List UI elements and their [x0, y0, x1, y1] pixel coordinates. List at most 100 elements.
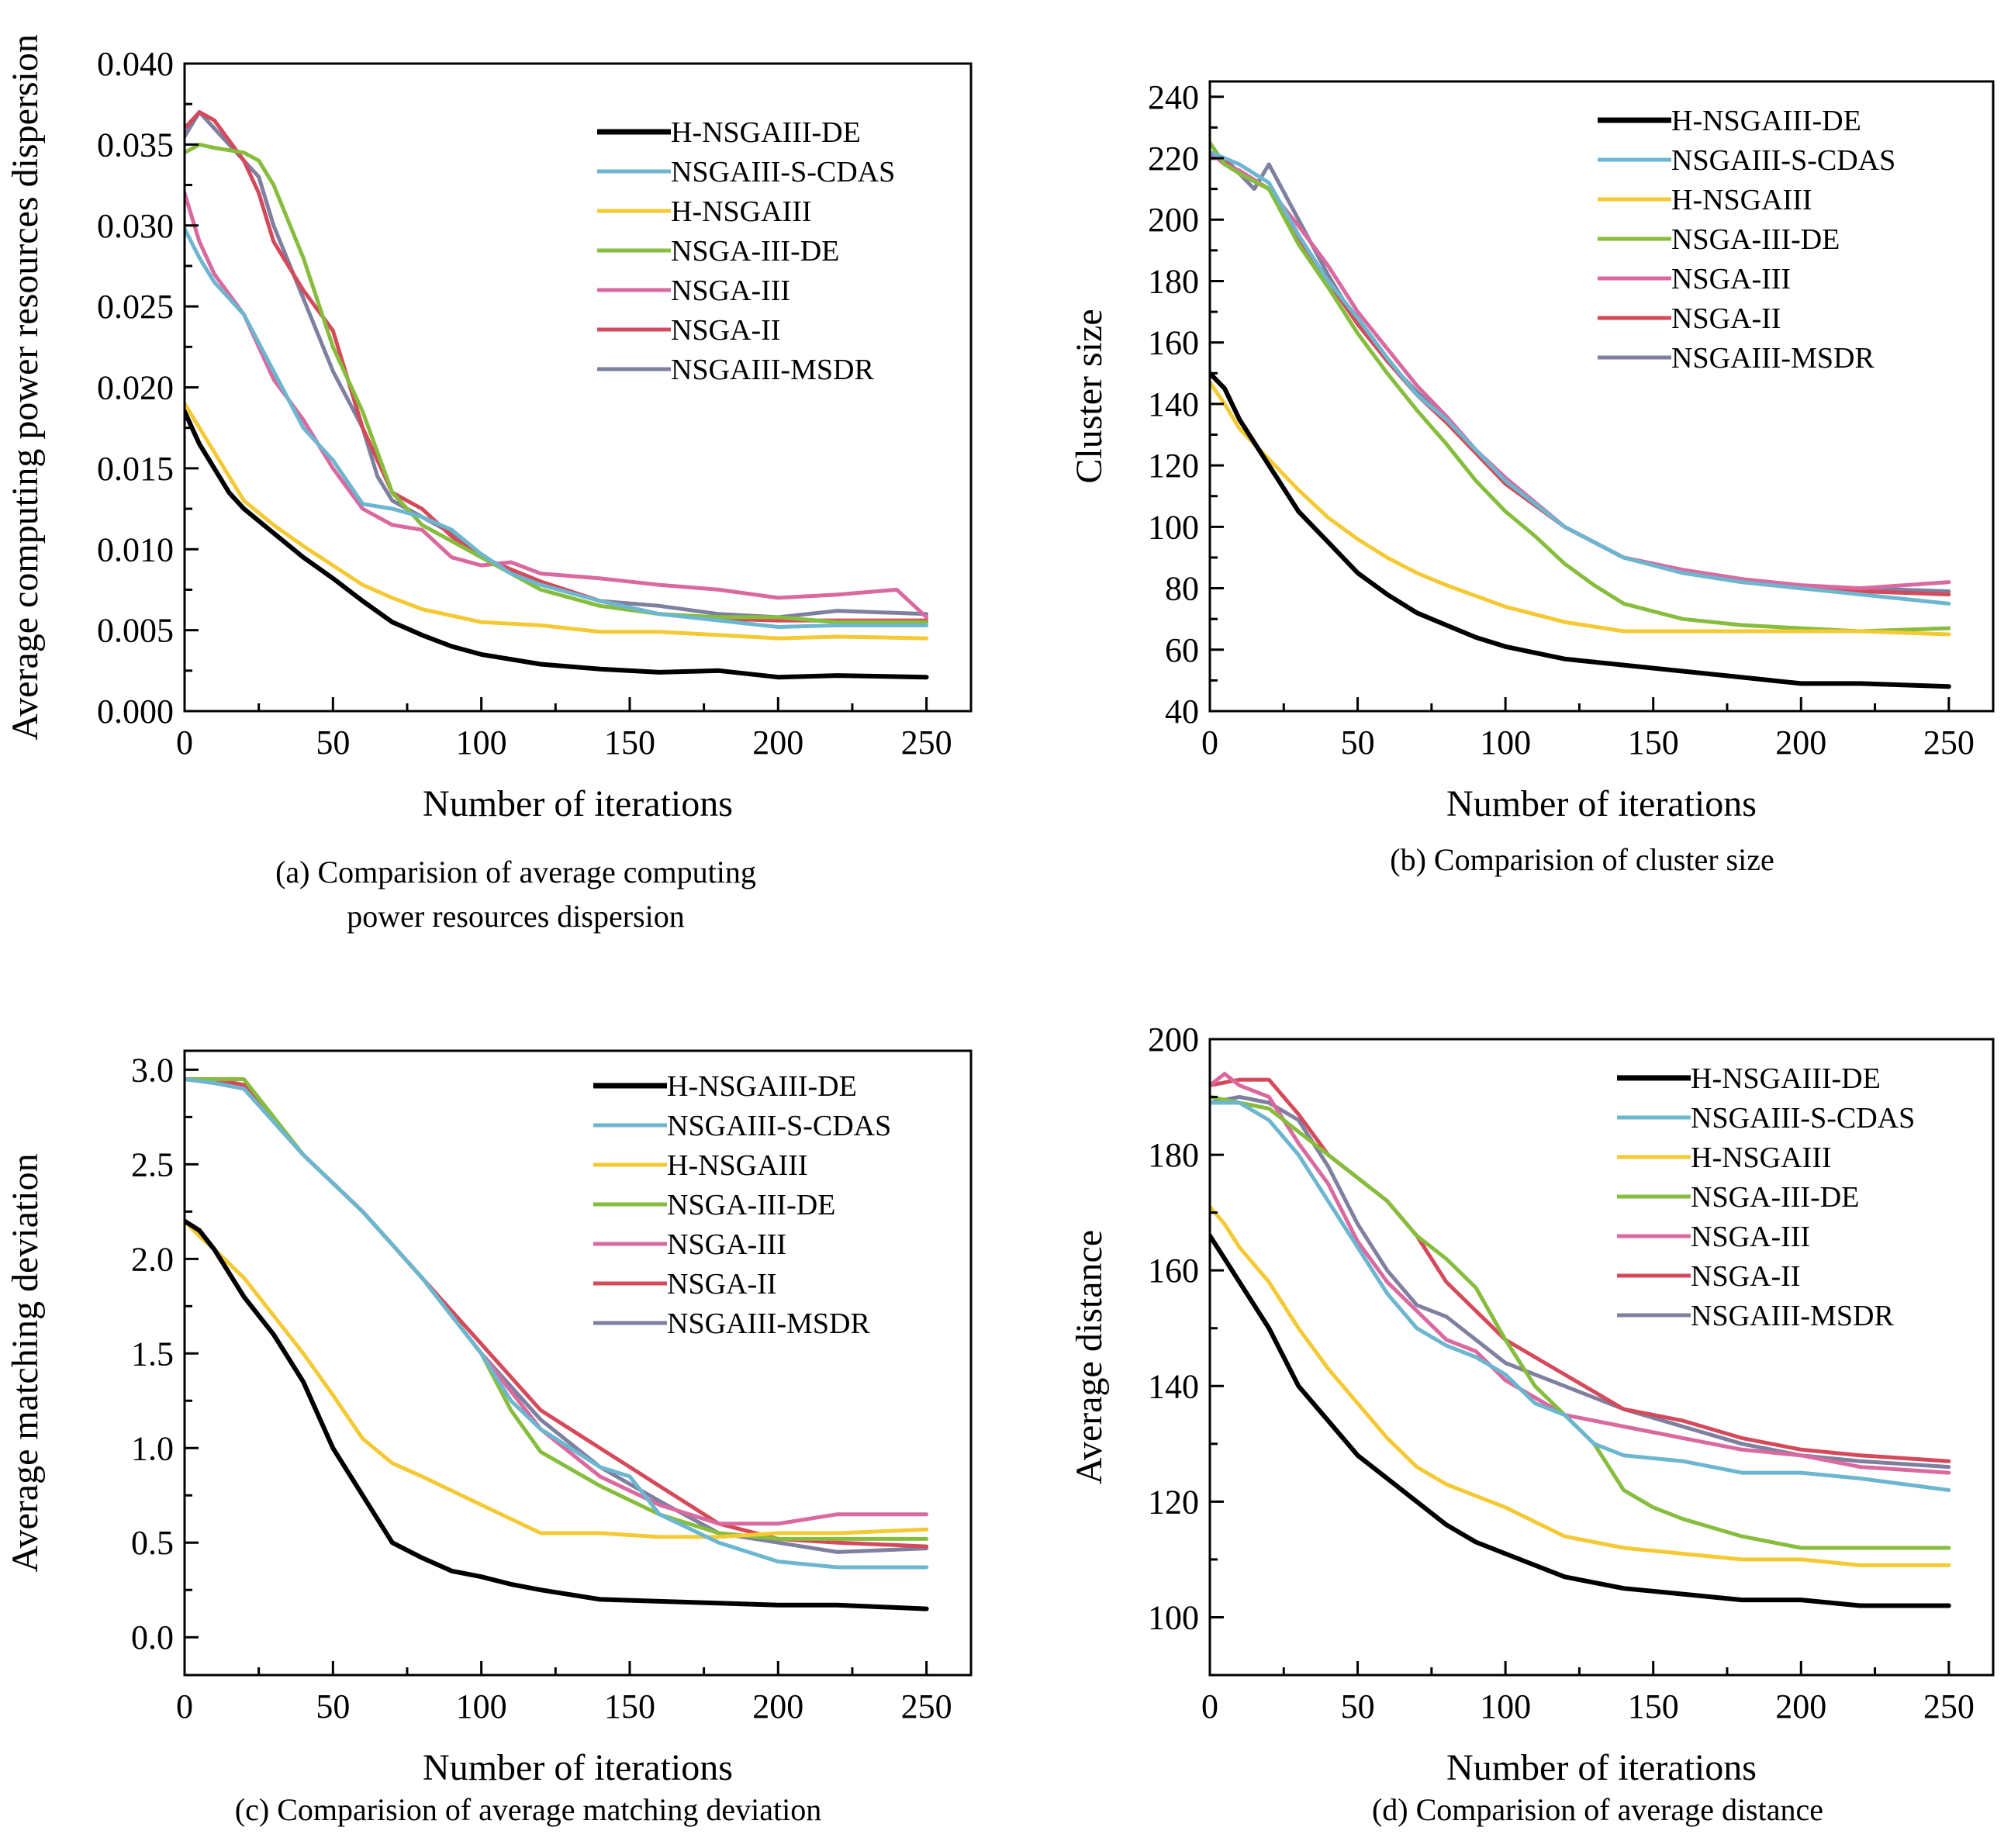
y-axis-label: Average matching deviation: [5, 1153, 46, 1572]
plot-frame: [1208, 80, 1995, 713]
y-tick-label: 1.5: [131, 1335, 174, 1373]
x-tick-label: 250: [901, 1687, 952, 1725]
legend-label: NSGAIII-S-CDAS: [667, 1110, 891, 1142]
legend-label: NSGA-II: [667, 1268, 776, 1301]
legend-label: NSGA-II: [1691, 1260, 1800, 1293]
y-tick-label: 100: [1148, 508, 1199, 546]
legend-label: NSGA-II: [1671, 302, 1781, 335]
legend-label: NSGA-III-DE: [1691, 1181, 1859, 1214]
y-tick-label: 220: [1148, 140, 1199, 178]
y-axis-label: Average distance: [1069, 1230, 1110, 1484]
x-tick-label: 100: [456, 1687, 507, 1725]
legend: H-NSGAIII-DE NSGAIII-S-CDAS H-NSGAIII NSGA-…: [1598, 105, 1895, 375]
legend-label: NSGA-III: [671, 275, 790, 307]
y-tick-label: 120: [1148, 447, 1199, 485]
x-tick-label: 250: [901, 724, 952, 762]
legend-label: H-NSGAIII-DE: [667, 1070, 857, 1103]
x-tick-label: 250: [1923, 1687, 1975, 1725]
series-line-nsgaiii-s-cdas: [185, 1077, 929, 1570]
legend: H-NSGAIII-DE NSGAIII-S-CDAS H-NSGAIII NSGA-…: [1617, 1062, 1915, 1332]
series-line-nsga-iii-de: [185, 142, 929, 624]
series-line-h-nsgaiii-de: [185, 1218, 929, 1611]
legend-label: NSGA-III-DE: [667, 1189, 835, 1221]
panel-caption: (b) Comparision of cluster size: [1390, 842, 1774, 877]
series-line-nsga-iii-de: [1210, 140, 1951, 634]
series-line-nsga-ii: [1210, 1077, 1951, 1463]
y-tick-label: 0.040: [97, 45, 174, 83]
legend-label: NSGAIII-MSDR: [667, 1307, 870, 1340]
legend-label: NSGA-II: [671, 314, 780, 347]
x-tick-label: 200: [752, 724, 803, 762]
panel-caption: power resources dispersion: [347, 899, 684, 934]
y-tick-label: 0.020: [97, 369, 174, 407]
legend-label: NSGA-III-DE: [671, 235, 839, 268]
panel-caption: (d) Comparision of average distance: [1372, 1792, 1823, 1827]
y-tick-label: 200: [1148, 201, 1199, 239]
plot-frame: [183, 1049, 973, 1677]
y-axis-label: Cluster size: [1069, 309, 1110, 483]
legend-label: H-NSGAIII-DE: [1671, 105, 1861, 137]
x-tick-label: 150: [1628, 1687, 1679, 1725]
legend-label: H-NSGAIII: [1671, 184, 1812, 216]
x-tick-label: 100: [1480, 1687, 1531, 1725]
y-tick-label: 0.025: [97, 288, 174, 326]
legend-label: NSGAIII-MSDR: [1671, 342, 1875, 375]
x-tick-label: 50: [316, 1687, 350, 1725]
chart-panel-c: 0 50 100 150 200 250 0.0 0.5 1.0 1.5 2.0 2.5 3.0 Numb…: [5, 1049, 973, 1827]
y-tick-label: 120: [1148, 1483, 1199, 1521]
y-tick-label: 1.0: [131, 1429, 174, 1467]
x-tick-label: 0: [176, 724, 193, 762]
series-group: [1210, 1072, 1951, 1608]
chart-panel-d: 0 50 100 150 200 250 100 120 140 160 180 200 Number …: [1069, 1021, 1995, 1827]
series-line-nsgaiii-msdr: [1210, 1095, 1951, 1470]
legend-label: H-NSGAIII-DE: [671, 116, 861, 149]
legend-label: NSGAIII-MSDR: [1691, 1300, 1894, 1332]
legend-label: H-NSGAIII-DE: [1691, 1062, 1881, 1095]
y-tick-label: 40: [1165, 693, 1199, 731]
y-tick-label: 160: [1148, 324, 1199, 362]
x-tick-label: 0: [1201, 724, 1218, 762]
x-tick-label: 150: [604, 724, 655, 762]
series-line-h-nsgaiii-de: [1210, 1233, 1951, 1608]
x-tick-label: 0: [176, 1687, 193, 1725]
x-tick-label: 250: [1923, 724, 1975, 762]
x-tick-label: 50: [1341, 724, 1375, 762]
y-tick-label: 140: [1148, 385, 1199, 423]
x-axis-label: Number of iterations: [423, 1747, 733, 1788]
legend-label: NSGA-III: [1671, 263, 1791, 295]
legend-label: NSGAIII-S-CDAS: [1691, 1102, 1915, 1135]
y-tick-label: 0.0: [131, 1618, 174, 1656]
legend: H-NSGAIII-DE NSGAIII-S-CDAS H-NSGAIII NSGA-…: [593, 1070, 891, 1340]
x-axis-label: Number of iterations: [423, 783, 733, 824]
series-line-nsga-iii: [1210, 1072, 1951, 1475]
y-tick-label: 60: [1165, 631, 1199, 669]
series-line-h-nsgaiii: [1210, 380, 1951, 637]
legend-label: NSGAIII-MSDR: [671, 354, 874, 386]
series-line-h-nsgaiii-de: [185, 409, 929, 680]
y-tick-label: 240: [1148, 78, 1199, 116]
y-tick-label: 200: [1148, 1021, 1199, 1059]
x-tick-label: 200: [752, 1687, 803, 1725]
y-tick-label: 0.035: [97, 126, 174, 164]
legend-label: NSGAIII-S-CDAS: [671, 156, 895, 188]
y-tick-label: 0.030: [97, 207, 174, 245]
y-tick-label: 180: [1148, 1136, 1199, 1174]
series-line-nsga-iii-de: [1210, 1095, 1951, 1550]
series-line-h-nsgaiii: [1210, 1204, 1951, 1567]
legend-label: H-NSGAIII: [1691, 1142, 1832, 1174]
series-group: [1210, 140, 1951, 689]
panel-caption: (c) Comparision of average matching devi…: [235, 1792, 821, 1827]
legend: H-NSGAIII-DE NSGAIII-S-CDAS H-NSGAIII NSGA-…: [597, 116, 895, 386]
series-line-nsgaiii-msdr: [185, 110, 929, 620]
panel-caption: (a) Comparision of average computing: [275, 855, 756, 889]
y-tick-label: 3.0: [131, 1051, 174, 1089]
y-tick-label: 0.015: [97, 450, 174, 488]
chart-panel-a: 0 50 100 150 200 250 0.000 0.005 0.010 0.015 0.020…: [5, 34, 973, 934]
series-group: [185, 110, 929, 680]
series-line-nsgaiii-s-cdas: [1210, 1100, 1951, 1492]
y-tick-label: 2.5: [131, 1145, 174, 1183]
x-tick-label: 50: [1341, 1687, 1375, 1725]
legend-label: H-NSGAIII: [667, 1149, 808, 1182]
y-tick-label: 160: [1148, 1252, 1199, 1290]
